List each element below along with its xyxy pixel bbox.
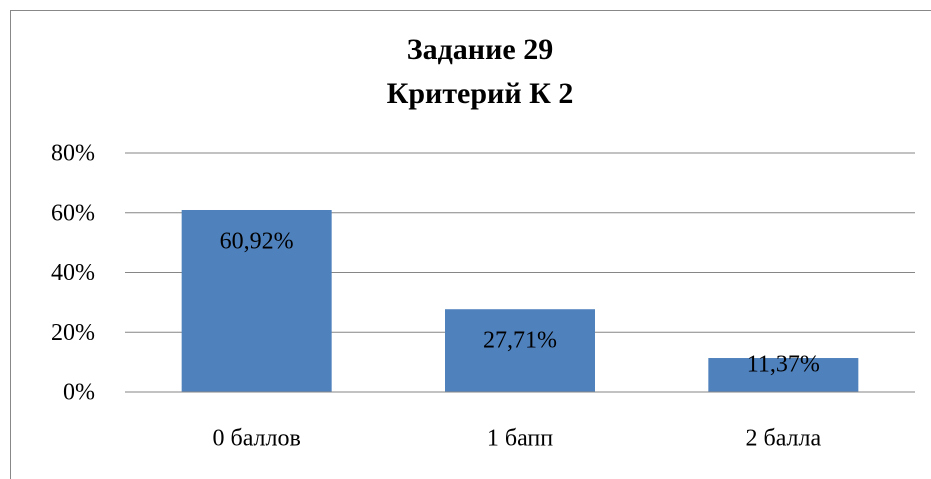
data-label: 60,92% — [220, 229, 294, 255]
y-tick-label: 0% — [63, 380, 95, 406]
chart-frame — [10, 10, 931, 479]
data-label: 27,71% — [483, 328, 557, 354]
y-tick-label: 80% — [51, 141, 95, 167]
chart-title: Задание 29 — [407, 33, 553, 66]
bar — [445, 309, 595, 392]
y-tick-label: 60% — [51, 200, 95, 226]
y-tick-label: 40% — [51, 260, 95, 286]
data-label: 11,37% — [747, 352, 820, 378]
chart-title: Критерий К 2 — [387, 77, 574, 110]
x-tick-label: 2 балла — [745, 426, 821, 452]
x-tick-label: 0 баллов — [212, 426, 300, 452]
x-tick-label: 1 бапп — [487, 426, 553, 452]
bar — [181, 210, 332, 392]
bar — [708, 358, 859, 392]
y-tick-label: 20% — [51, 320, 95, 346]
